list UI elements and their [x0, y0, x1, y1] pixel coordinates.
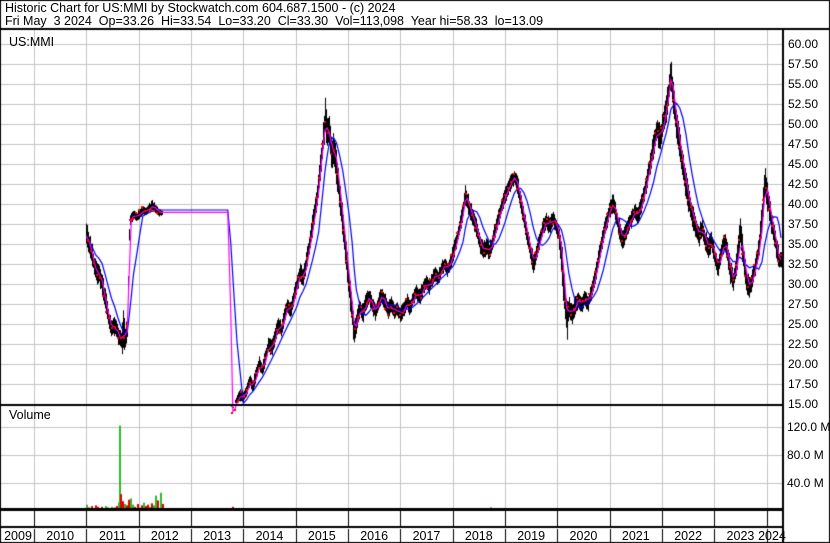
price-axis-label: 25.00 [788, 317, 819, 331]
price-axis-label: 22.50 [788, 337, 819, 351]
year-axis-label: 2018 [464, 529, 493, 543]
chart-title: Historic Chart for US:MMI by Stockwatch.… [5, 1, 396, 15]
year-axis-label: 2015 [307, 529, 336, 543]
year-axis-label: 2021 [621, 529, 650, 543]
year-axis-label: 2024 [758, 529, 786, 543]
year-axis-label: 2022 [674, 529, 703, 543]
year-axis-label: 2011 [99, 529, 126, 543]
price-axis-label: 17.50 [788, 377, 819, 391]
year-axis-label: 2012 [150, 529, 179, 543]
price-axis-label: 40.00 [788, 197, 819, 211]
price-axis-label: 52.50 [788, 97, 819, 111]
price-axis-label: 50.00 [788, 117, 819, 131]
volume-panel-label: Volume [9, 408, 51, 422]
price-axis-label: 45.00 [788, 157, 819, 171]
year-axis-label: 2013 [203, 529, 232, 543]
year-axis-label: 2017 [412, 529, 441, 543]
year-axis-label: 2023 [726, 529, 755, 543]
price-panel-label: US:MMI [9, 35, 55, 49]
volume-axis-label: 40.0 M [787, 476, 824, 490]
year-axis-label: 2019 [517, 529, 546, 543]
price-axis-label: 47.50 [788, 137, 819, 151]
price-axis-label: 15.00 [788, 397, 819, 411]
year-axis-label: 2020 [569, 529, 598, 543]
price-axis-label: 55.00 [788, 77, 819, 91]
year-axis-label: 2014 [255, 529, 284, 543]
year-axis-label: 2010 [46, 529, 75, 543]
volume-axis-label: 80.0 M [787, 448, 824, 462]
year-axis-label: 2016 [360, 529, 389, 543]
year-axis-label: 2009 [4, 529, 32, 543]
price-axis-label: 32.50 [788, 257, 819, 271]
quote-summary-line: Fri May 3 2024 Op=33.26 Hi=33.54 Lo=33.2… [5, 14, 544, 28]
price-axis-label: 37.50 [788, 217, 819, 231]
volume-axis-label: 120.0 M [787, 420, 830, 434]
price-axis-label: 30.00 [788, 277, 819, 291]
price-axis-label: 27.50 [788, 297, 819, 311]
price-axis-label: 42.50 [788, 177, 819, 191]
price-axis-label: 60.00 [788, 37, 819, 51]
price-axis-label: 35.00 [788, 237, 819, 251]
price-axis-label: 20.00 [788, 357, 819, 371]
price-axis-label: 57.50 [788, 57, 819, 71]
